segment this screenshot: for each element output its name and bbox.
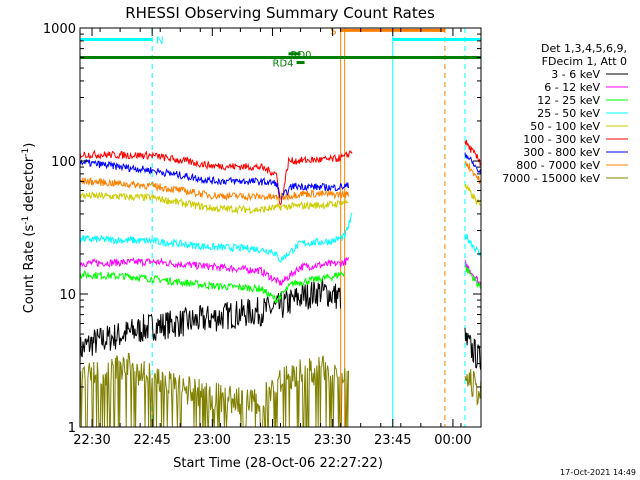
legend-label-8: 7000 - 15000 keV (502, 172, 600, 185)
legend-label-3: 25 - 50 keV (537, 107, 600, 120)
plot-frame (79, 27, 482, 428)
legend-header-0: Det 1,3,4,5,6,9, (541, 42, 627, 55)
x-tick-label-4: 23:30 (314, 433, 351, 448)
series-line-b-7 (464, 160, 482, 184)
x-tick-label-6: 00:00 (434, 433, 471, 448)
series-line-0 (79, 278, 342, 365)
footer-timestamp: 17-Oct-2021 14:49 (560, 468, 636, 477)
series-line-4 (79, 191, 349, 215)
legend-label-1: 6 - 12 keV (544, 81, 600, 94)
series-line-b-0 (464, 327, 482, 371)
series-line-b-2 (464, 264, 482, 290)
legend-label-0: 3 - 6 keV (551, 68, 600, 81)
series-line-8 (79, 352, 349, 428)
x-tick-label-0: 22:30 (73, 433, 110, 448)
flag-label-2: S (330, 26, 336, 37)
series-line-b-1 (464, 259, 482, 288)
series-line-2 (79, 270, 345, 304)
legend-label-5: 100 - 300 keV (523, 133, 600, 146)
series-line-b-3 (464, 233, 482, 257)
series-line-b-4 (464, 183, 481, 206)
x-tick-label-5: 23:45 (374, 433, 411, 448)
x-tick-label-2: 23:00 (194, 433, 231, 448)
chart-title: RHESSI Observing Summary Count Rates (125, 4, 435, 22)
legend: Det 1,3,4,5,6,9,FDecim 1, Att 03 - 6 keV… (502, 42, 628, 185)
y-tick-label-0: 1 (68, 421, 76, 436)
series-line-b-5 (464, 139, 482, 167)
y-tick-label-3: 1000 (43, 22, 76, 37)
flag-label-4: RD4 (273, 59, 294, 70)
legend-label-4: 50 - 100 keV (530, 120, 600, 133)
y-axis-label: Count Rate (s-1 detector-1) (21, 143, 37, 314)
series-line-3 (79, 212, 353, 263)
y-tick-label-2: 100 (51, 155, 76, 170)
y-tick-label-1: 10 (59, 288, 76, 303)
series-line-1 (79, 257, 349, 286)
series-line-5 (79, 149, 353, 206)
series-line-b-8 (464, 368, 482, 407)
series-line-b-6 (464, 152, 482, 174)
series-line-6 (79, 158, 349, 200)
flag-label-3: RD0 (291, 50, 312, 61)
x-tick-label-1: 22:45 (133, 433, 170, 448)
legend-label-7: 800 - 7000 keV (516, 159, 600, 172)
x-axis-label: Start Time (28-Oct-06 22:27:22) (173, 456, 383, 471)
flag-label-0: N (156, 35, 163, 46)
legend-label-6: 300 - 800 keV (523, 146, 600, 159)
x-tick-label-3: 23:15 (254, 433, 291, 448)
series-line-7 (79, 177, 349, 203)
legend-header-1: FDecim 1, Att 0 (542, 55, 627, 68)
legend-label-2: 12 - 25 keV (537, 94, 600, 107)
